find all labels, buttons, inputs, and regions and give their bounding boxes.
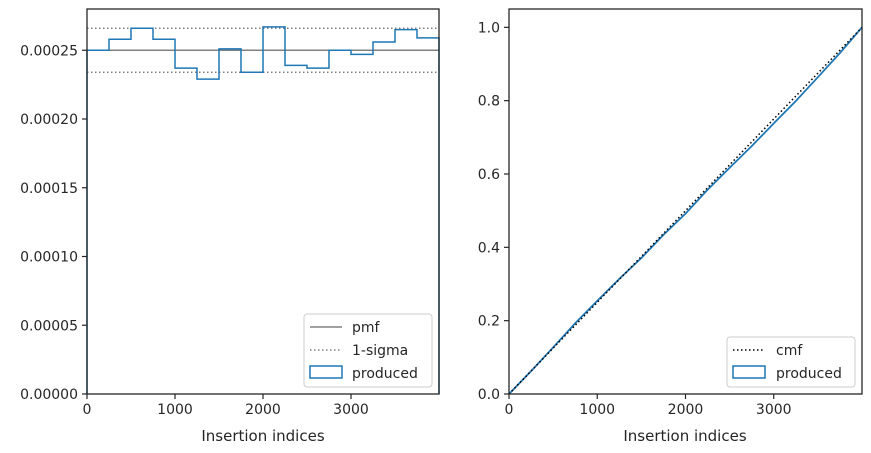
legend-label-pmf: pmf <box>352 320 381 336</box>
left-y-tick-label: 0.00000 <box>20 387 78 403</box>
left-x-tick-label: 3000 <box>333 402 369 418</box>
left-x-axis: 0 1000 2000 3000 <box>83 394 369 418</box>
legend-label-produced: produced <box>352 366 418 382</box>
left-y-tick-label: 0.00020 <box>20 112 78 128</box>
right-x-axis-label: Insertion indices <box>623 427 746 445</box>
left-y-tick-label: 0.00005 <box>20 318 78 334</box>
left-y-tick-label: 0.00010 <box>20 250 78 266</box>
right-legend-box <box>726 336 856 388</box>
legend-swatch-produced-cdf <box>732 365 766 379</box>
legend-label-cmf: cmf <box>776 343 803 359</box>
left-legend: pmf 1-sigma produced <box>303 313 433 388</box>
left-x-tick-label: 1000 <box>157 402 193 418</box>
right-x-tick-label: 1000 <box>579 402 615 418</box>
right-y-tick-label: 0.6 <box>478 167 500 183</box>
left-chart: 0 1000 2000 3000 0.000000.000050.000100.000… <box>20 8 440 445</box>
right-y-tick-label: 1.0 <box>478 20 500 36</box>
right-x-tick-label: 3000 <box>756 402 792 418</box>
legend-label-produced-cdf: produced <box>776 366 842 382</box>
right-y-tick-label: 0.2 <box>478 314 500 330</box>
right-legend: cmf produced <box>726 336 856 388</box>
right-x-tick-label: 2000 <box>668 402 704 418</box>
left-plot-area <box>86 26 440 394</box>
left-y-tick-label: 0.00015 <box>20 181 78 197</box>
right-x-tick-label: 0 <box>505 402 514 418</box>
left-legend-box <box>303 313 433 388</box>
right-y-axis: 0.0 0.2 0.4 0.6 0.8 1.0 <box>478 20 509 403</box>
cmf-line <box>508 26 863 395</box>
right-x-axis: 0 1000 2000 3000 <box>505 394 792 418</box>
legend-swatch-produced <box>309 365 343 379</box>
left-x-tick-label: 2000 <box>245 402 281 418</box>
right-axes-frame <box>508 8 863 395</box>
right-y-tick-label: 0.8 <box>478 94 500 110</box>
left-y-tick-label: 0.00025 <box>20 43 78 59</box>
right-y-tick-label: 0.4 <box>478 240 500 256</box>
right-chart: 0 1000 2000 3000 0.0 0.2 0.4 0.6 0.8 1.0 Inserti… <box>478 8 863 445</box>
left-y-axis: 0.00000 0.00005 0.00010 0.00015 0.00020 0.000… <box>20 43 87 403</box>
produced-histogram-step <box>86 26 440 394</box>
legend-label-1-sigma: 1-sigma <box>352 343 408 359</box>
left-x-tick-label: 0 <box>83 402 92 418</box>
produced-cdf-line <box>508 26 863 395</box>
right-plot-area <box>508 26 863 395</box>
left-x-axis-label: Insertion indices <box>201 427 324 445</box>
right-y-tick-label: 0.0 <box>478 387 500 403</box>
